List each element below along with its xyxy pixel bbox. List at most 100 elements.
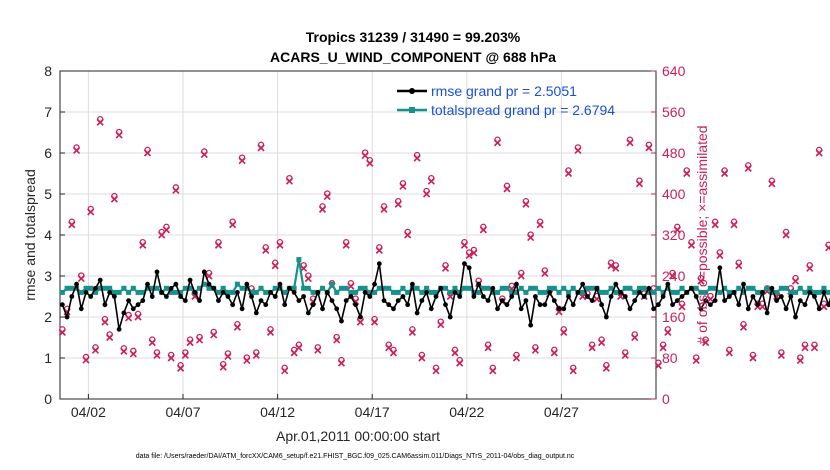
obs-assimilated-point (796, 356, 804, 365)
rmse-point (301, 294, 307, 299)
totalspread-point (301, 285, 307, 291)
obs-assimilated-point (536, 221, 544, 229)
totalspread-point (542, 289, 548, 295)
rmse-point (216, 298, 221, 303)
rmse-point (305, 310, 311, 316)
rmse-point (206, 281, 212, 287)
totalspread-point (641, 285, 647, 291)
obs-assimilated-point (285, 177, 293, 185)
obs-assimilated-point (768, 180, 776, 188)
y-right-tick-label: 480 (662, 145, 686, 161)
rmse-point (201, 269, 207, 275)
rmse-point (707, 302, 713, 308)
obs-assimilated-point (72, 146, 81, 155)
totalspread-point (78, 289, 84, 295)
legend: rmse grand pr = 2.5051 totalspread grand… (397, 83, 615, 118)
obs-assimilated-point (782, 231, 790, 239)
rmse-point (627, 306, 633, 312)
totalspread-point (419, 289, 425, 295)
rmse-point (646, 285, 652, 291)
totalspread-point (201, 281, 207, 287)
totalspread-point (556, 289, 562, 295)
obs-assimilated-point (262, 246, 270, 254)
obs-assimilated-point (77, 274, 85, 283)
rmse-point (140, 298, 146, 303)
obs-assimilated-point (806, 264, 814, 272)
rmse-point (277, 281, 283, 287)
x-tick-label: 04/27 (544, 404, 579, 420)
totalspread-point (636, 285, 642, 291)
rmse-point (149, 294, 155, 299)
y-left-tick-label: 1 (44, 350, 52, 366)
rmse-point (97, 277, 103, 283)
obs-assimilated-point (493, 139, 502, 147)
totalspread-point (599, 289, 605, 295)
obs-assimilated-point (635, 180, 644, 188)
rmse-point (353, 302, 359, 308)
obs-assimilated-point (716, 251, 724, 260)
totalspread-point (547, 285, 553, 291)
rmse-point (741, 281, 746, 287)
obs-assimilated-point (101, 318, 109, 326)
rmse-point (651, 306, 657, 312)
obs-assimilated-point (598, 339, 606, 347)
rmse-point (698, 306, 704, 312)
totalspread-point (613, 289, 619, 295)
rmse-point (670, 302, 675, 308)
obs-assimilated-point (825, 244, 830, 252)
rmse-point (339, 318, 344, 324)
totalspread-point (244, 285, 250, 291)
totalspread-point (282, 289, 288, 295)
rmse-point (674, 298, 680, 303)
rmse-point (225, 294, 231, 299)
obs-assimilated-point (323, 192, 331, 201)
rmse-point (462, 261, 467, 267)
totalspread-point (88, 285, 94, 291)
totalspread-point (816, 289, 822, 295)
rmse-point (826, 302, 830, 308)
obs-assimilated-point (271, 262, 279, 270)
rmse-point (249, 294, 254, 299)
totalspread-point (405, 289, 411, 295)
rmse-point (234, 290, 240, 295)
totalspread-point (305, 285, 311, 291)
totalspread-point (130, 285, 136, 291)
totalspread-point (263, 289, 269, 295)
rmse-point (821, 290, 827, 295)
rmse-point (504, 302, 510, 308)
totalspread-point (140, 289, 146, 295)
totalspread-point (608, 285, 614, 291)
totalspread-point (622, 285, 628, 291)
rmse-point (409, 281, 415, 287)
y-left-tick-label: 3 (44, 268, 52, 284)
obs-assimilated-point (517, 272, 525, 280)
obs-assimilated-point (347, 282, 355, 290)
rmse-point (135, 302, 141, 308)
rmse-point (159, 290, 165, 295)
y-right-tick-label: 80 (662, 350, 678, 366)
obs-assimilated-point (304, 274, 312, 283)
rmse-point (386, 302, 392, 308)
totalspread-point (722, 285, 728, 291)
totalspread-point (291, 285, 297, 291)
rmse-point (476, 281, 482, 287)
rmse-point (83, 290, 89, 295)
obs-assimilated-point (418, 354, 426, 362)
totalspread-point (390, 289, 396, 295)
obs-assimilated-point (87, 208, 95, 216)
obs-assimilated-point (276, 241, 284, 249)
rmse-point (726, 294, 732, 299)
rmse-point (348, 294, 354, 299)
rmse-point (717, 265, 723, 271)
obs-assimilated-point (125, 314, 133, 322)
totalspread-point (149, 285, 155, 291)
obs-assimilated-point (744, 164, 752, 172)
rmse-point (239, 306, 245, 312)
legend-rmse-marker (409, 88, 415, 94)
rmse-point (551, 298, 557, 303)
obs-assimilated-point (531, 346, 539, 354)
rmse-point (324, 290, 330, 295)
obs-assimilated-point (195, 336, 204, 344)
totalspread-point (741, 289, 747, 295)
obs-assimilated-point (659, 344, 667, 352)
